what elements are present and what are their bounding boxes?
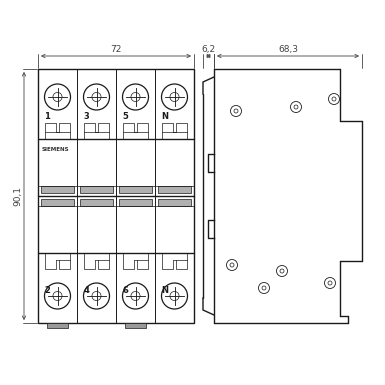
Bar (41, 186, 74, 193)
Text: 90,1: 90,1 (13, 186, 22, 206)
Bar (158, 186, 191, 193)
Text: 4: 4 (84, 286, 89, 295)
Circle shape (122, 283, 149, 309)
Circle shape (234, 109, 238, 113)
Circle shape (262, 286, 266, 290)
Bar (41, 199, 74, 206)
Circle shape (328, 281, 332, 285)
Circle shape (122, 84, 149, 110)
Circle shape (230, 263, 234, 267)
Bar (47, 323, 68, 328)
Circle shape (161, 84, 187, 110)
Circle shape (170, 92, 179, 102)
Circle shape (170, 291, 179, 301)
Circle shape (92, 92, 101, 102)
Text: 68,3: 68,3 (278, 45, 298, 54)
Circle shape (280, 269, 284, 273)
Bar (125, 323, 146, 328)
Text: 1: 1 (45, 112, 50, 121)
Bar (158, 199, 191, 206)
Circle shape (45, 84, 70, 110)
Circle shape (325, 278, 335, 288)
Text: 6: 6 (122, 286, 128, 295)
Circle shape (131, 291, 140, 301)
Circle shape (53, 291, 62, 301)
Circle shape (161, 283, 187, 309)
Text: N: N (161, 286, 169, 295)
Text: 3: 3 (84, 112, 89, 121)
Text: SIEMENS: SIEMENS (42, 147, 70, 152)
Circle shape (53, 92, 62, 102)
Circle shape (231, 105, 241, 117)
Circle shape (131, 92, 140, 102)
Circle shape (291, 102, 301, 112)
Bar (80, 186, 113, 193)
Bar (119, 199, 152, 206)
Circle shape (84, 283, 109, 309)
Bar (80, 199, 113, 206)
Bar (38, 69, 194, 323)
Bar (119, 186, 152, 193)
Circle shape (226, 259, 238, 271)
Text: 5: 5 (122, 112, 128, 121)
Circle shape (332, 97, 336, 101)
Circle shape (294, 105, 298, 109)
Text: N: N (161, 112, 169, 121)
Circle shape (258, 283, 270, 293)
Text: 72: 72 (110, 45, 122, 54)
Circle shape (328, 94, 340, 104)
Circle shape (84, 84, 109, 110)
Text: 6,2: 6,2 (201, 45, 216, 54)
Circle shape (92, 291, 101, 301)
Text: 2: 2 (45, 286, 50, 295)
Circle shape (276, 266, 288, 276)
Circle shape (45, 283, 70, 309)
